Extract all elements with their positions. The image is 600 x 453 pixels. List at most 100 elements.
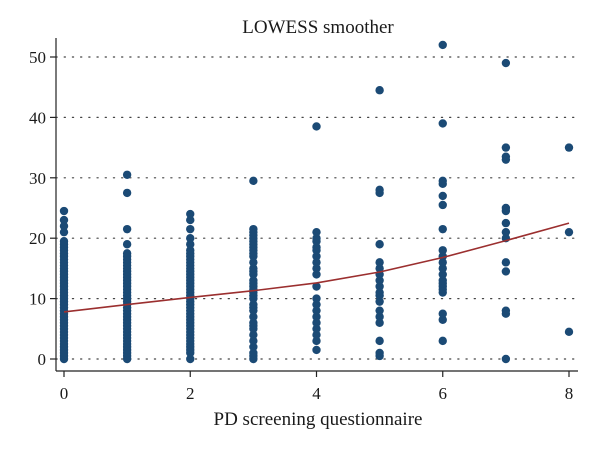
data-point	[375, 276, 384, 285]
data-point	[438, 119, 447, 128]
data-point	[312, 324, 321, 333]
data-point	[375, 288, 384, 297]
data-point	[438, 309, 447, 318]
x-tick-label: 6	[439, 384, 448, 403]
data-point	[249, 342, 258, 352]
data-point	[312, 122, 321, 131]
data-point	[375, 86, 384, 95]
data-point	[501, 306, 511, 315]
data-point	[122, 240, 132, 249]
data-point	[249, 276, 258, 285]
data-point	[249, 348, 258, 358]
data-point	[501, 58, 511, 68]
data-point	[249, 258, 258, 267]
data-point	[501, 218, 511, 228]
data-point	[438, 336, 447, 346]
y-tick-label: 50	[29, 48, 46, 67]
x-tick-label: 4	[312, 384, 321, 403]
data-point	[59, 227, 69, 237]
data-point	[438, 270, 447, 279]
data-point	[438, 200, 447, 210]
data-point	[438, 246, 447, 255]
data-point	[186, 234, 195, 243]
data-point	[186, 224, 195, 234]
data-point	[186, 209, 195, 219]
tick-labels: 0 10 20 30 40 50 0 2 4 6 8	[29, 48, 573, 403]
data-point	[312, 300, 321, 309]
y-tick-label: 40	[29, 108, 46, 127]
data-point	[438, 264, 447, 273]
data-point	[59, 237, 69, 246]
data-point	[122, 249, 132, 258]
data-point	[59, 206, 69, 216]
data-point	[122, 224, 132, 234]
data-point	[249, 330, 258, 340]
data-point	[249, 312, 258, 321]
y-tick-label: 20	[29, 229, 46, 248]
data-point	[375, 258, 384, 267]
data-point	[59, 221, 69, 231]
data-point	[438, 191, 447, 201]
data-point	[564, 227, 574, 237]
data-point	[438, 258, 447, 267]
x-tick-label: 8	[565, 384, 574, 403]
data-point	[312, 306, 321, 315]
data-point	[501, 203, 511, 213]
data-point	[375, 306, 384, 315]
data-point	[312, 336, 321, 346]
data-point	[312, 234, 321, 243]
data-point	[312, 282, 321, 291]
axes	[50, 38, 578, 377]
data-point	[312, 312, 321, 321]
data-point	[501, 267, 511, 276]
data-point	[186, 215, 195, 225]
data-point	[122, 170, 132, 179]
data-point	[249, 300, 258, 309]
data-point	[312, 345, 321, 355]
data-point	[375, 282, 384, 291]
data-point	[564, 143, 574, 152]
y-tick-label: 30	[29, 169, 46, 188]
data-point	[122, 188, 132, 198]
data-point	[186, 240, 195, 249]
data-point	[564, 327, 574, 337]
data-point	[312, 264, 321, 273]
data-point	[438, 276, 447, 285]
data-point	[375, 318, 384, 327]
gridlines	[55, 56, 579, 360]
y-tick-label: 10	[29, 290, 46, 309]
data-point	[312, 294, 321, 303]
data-point	[312, 270, 321, 279]
data-point	[312, 252, 321, 261]
data-point	[375, 297, 384, 306]
data-point	[438, 224, 447, 234]
data-point	[249, 176, 258, 186]
data-point	[375, 264, 384, 273]
data-point	[438, 176, 447, 186]
data-point	[186, 354, 195, 364]
data-point	[501, 227, 511, 237]
data-point	[375, 336, 384, 346]
data-point	[438, 40, 447, 50]
data-point	[249, 318, 258, 327]
data-point	[375, 312, 384, 321]
data-point	[501, 143, 511, 152]
data-point	[312, 258, 321, 267]
data-point	[249, 336, 258, 346]
lowess-curve	[63, 222, 570, 313]
data-point	[375, 185, 384, 195]
data-point	[501, 354, 511, 364]
data-point	[438, 315, 447, 324]
chart-title: LOWESS smoother	[242, 17, 394, 38]
x-tick-label: 2	[186, 384, 195, 403]
y-tick-label: 0	[38, 350, 47, 369]
data-point	[501, 258, 511, 267]
data-point	[375, 348, 384, 358]
x-tick-label: 0	[60, 384, 69, 403]
data-point	[186, 246, 195, 255]
data-point	[59, 215, 69, 225]
data-point	[312, 243, 321, 252]
data-point	[249, 264, 258, 273]
